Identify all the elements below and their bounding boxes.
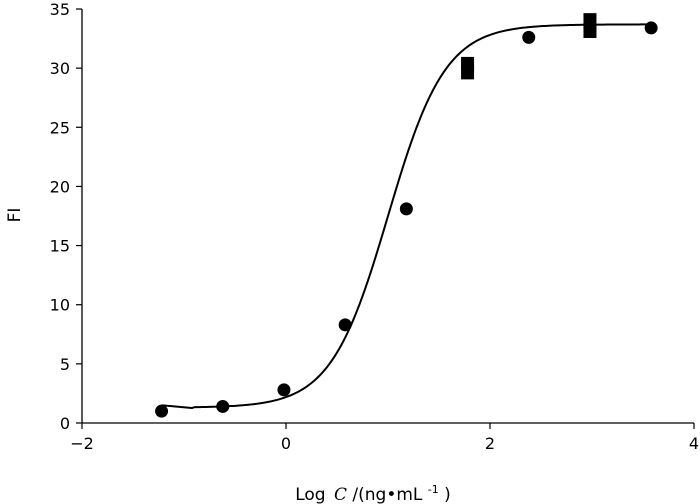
data-point-circle	[522, 30, 536, 44]
x-axis-label: Log C /(ng•mL -1 )	[295, 478, 451, 504]
x-axis-label-superscript: -1	[428, 483, 439, 496]
y-tick-label: 15	[50, 237, 70, 256]
y-tick-label: 0	[60, 414, 70, 433]
x-tick-label: 2	[485, 434, 495, 453]
data-point-circle	[155, 404, 169, 418]
fit-curve	[161, 23, 654, 410]
y-tick-label: 30	[50, 59, 70, 78]
y-tick-label: 5	[60, 355, 70, 374]
y-tick-label: 25	[50, 118, 70, 137]
data-point-circle	[216, 399, 230, 413]
x-axis-label-suffix: /(ng•mL	[352, 485, 423, 504]
data-point-square	[583, 24, 597, 38]
data-point-circle	[399, 202, 413, 216]
x-axis-label-prefix: Log	[295, 485, 325, 504]
data-point-square	[461, 66, 475, 80]
x-tick-label: −2	[70, 434, 94, 453]
y-tick-label: 35	[50, 0, 70, 19]
y-tick-label: 10	[50, 296, 70, 315]
fit-curve-layer	[161, 23, 654, 410]
data-point-square	[583, 13, 597, 27]
x-tick-label: 4	[689, 434, 699, 453]
y-tick-label: 20	[50, 177, 70, 196]
x-axis-label-variable: C	[334, 485, 347, 504]
y-axis-label: FI	[5, 208, 25, 223]
data-point-circle	[277, 383, 291, 397]
data-points	[155, 13, 658, 418]
data-point-circle	[644, 21, 658, 35]
x-axis-label-close: )	[444, 485, 451, 504]
axes	[81, 9, 694, 424]
data-point-circle	[338, 318, 352, 332]
x-tick-label: 0	[281, 434, 291, 453]
